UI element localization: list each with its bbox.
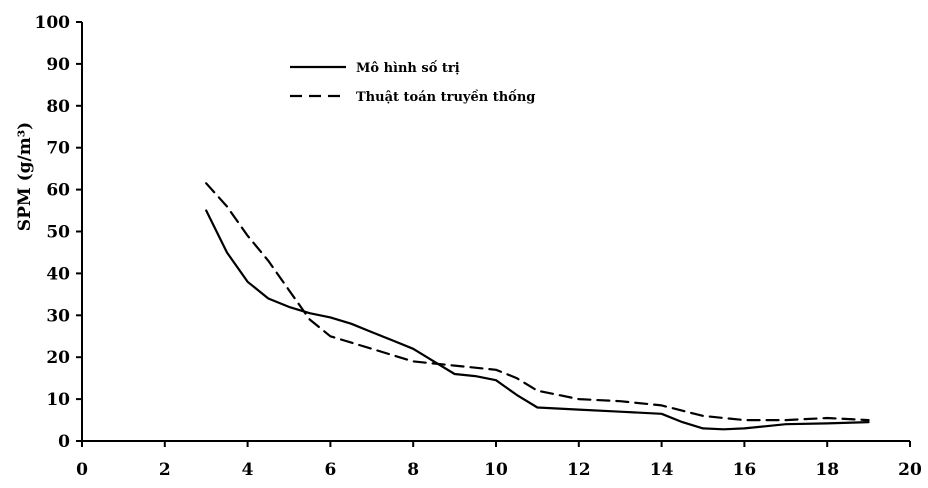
y-tick-label: 80 xyxy=(46,97,70,117)
x-tick-label: 2 xyxy=(159,460,171,480)
x-tick-label: 4 xyxy=(242,460,254,480)
y-tick-label: 100 xyxy=(35,13,71,33)
y-tick-label: 20 xyxy=(46,348,70,368)
series-layer xyxy=(205,182,870,431)
legend-label: Thuật toán truyền thống xyxy=(356,89,535,105)
y-tick-label: 40 xyxy=(46,264,70,284)
y-tick-label: 30 xyxy=(46,306,70,326)
y-tick-label: 0 xyxy=(58,432,70,452)
x-tick-label: 10 xyxy=(484,460,508,480)
x-tick-label: 8 xyxy=(407,460,419,480)
x-tick-label: 14 xyxy=(650,460,674,480)
x-tick-label: 0 xyxy=(76,460,88,480)
y-axis-ticks: 0 10 20 30 40 50 60 70 80 90 100 xyxy=(35,13,82,452)
y-tick-label: 60 xyxy=(46,181,70,201)
y-tick-label: 50 xyxy=(46,223,70,243)
x-tick-label: 20 xyxy=(898,460,922,480)
x-tick-label: 16 xyxy=(733,460,757,480)
legend: Mô hình số trị Thuật toán truyền thống xyxy=(290,60,535,105)
series-line-dashed xyxy=(205,182,870,422)
x-tick-label: 18 xyxy=(815,460,839,480)
y-tick-label: 90 xyxy=(46,55,70,75)
y-tick-label: 10 xyxy=(46,390,70,410)
legend-label: Mô hình số trị xyxy=(356,60,460,76)
x-tick-label: 12 xyxy=(567,460,591,480)
x-tick-label: 6 xyxy=(324,460,336,480)
x-axis-ticks: 0 2 4 6 8 10 12 14 16 18 20 xyxy=(76,441,922,480)
y-axis-title: SPM (g/m³) xyxy=(15,122,35,231)
y-tick-label: 70 xyxy=(46,139,70,159)
series-line-solid xyxy=(205,209,870,431)
